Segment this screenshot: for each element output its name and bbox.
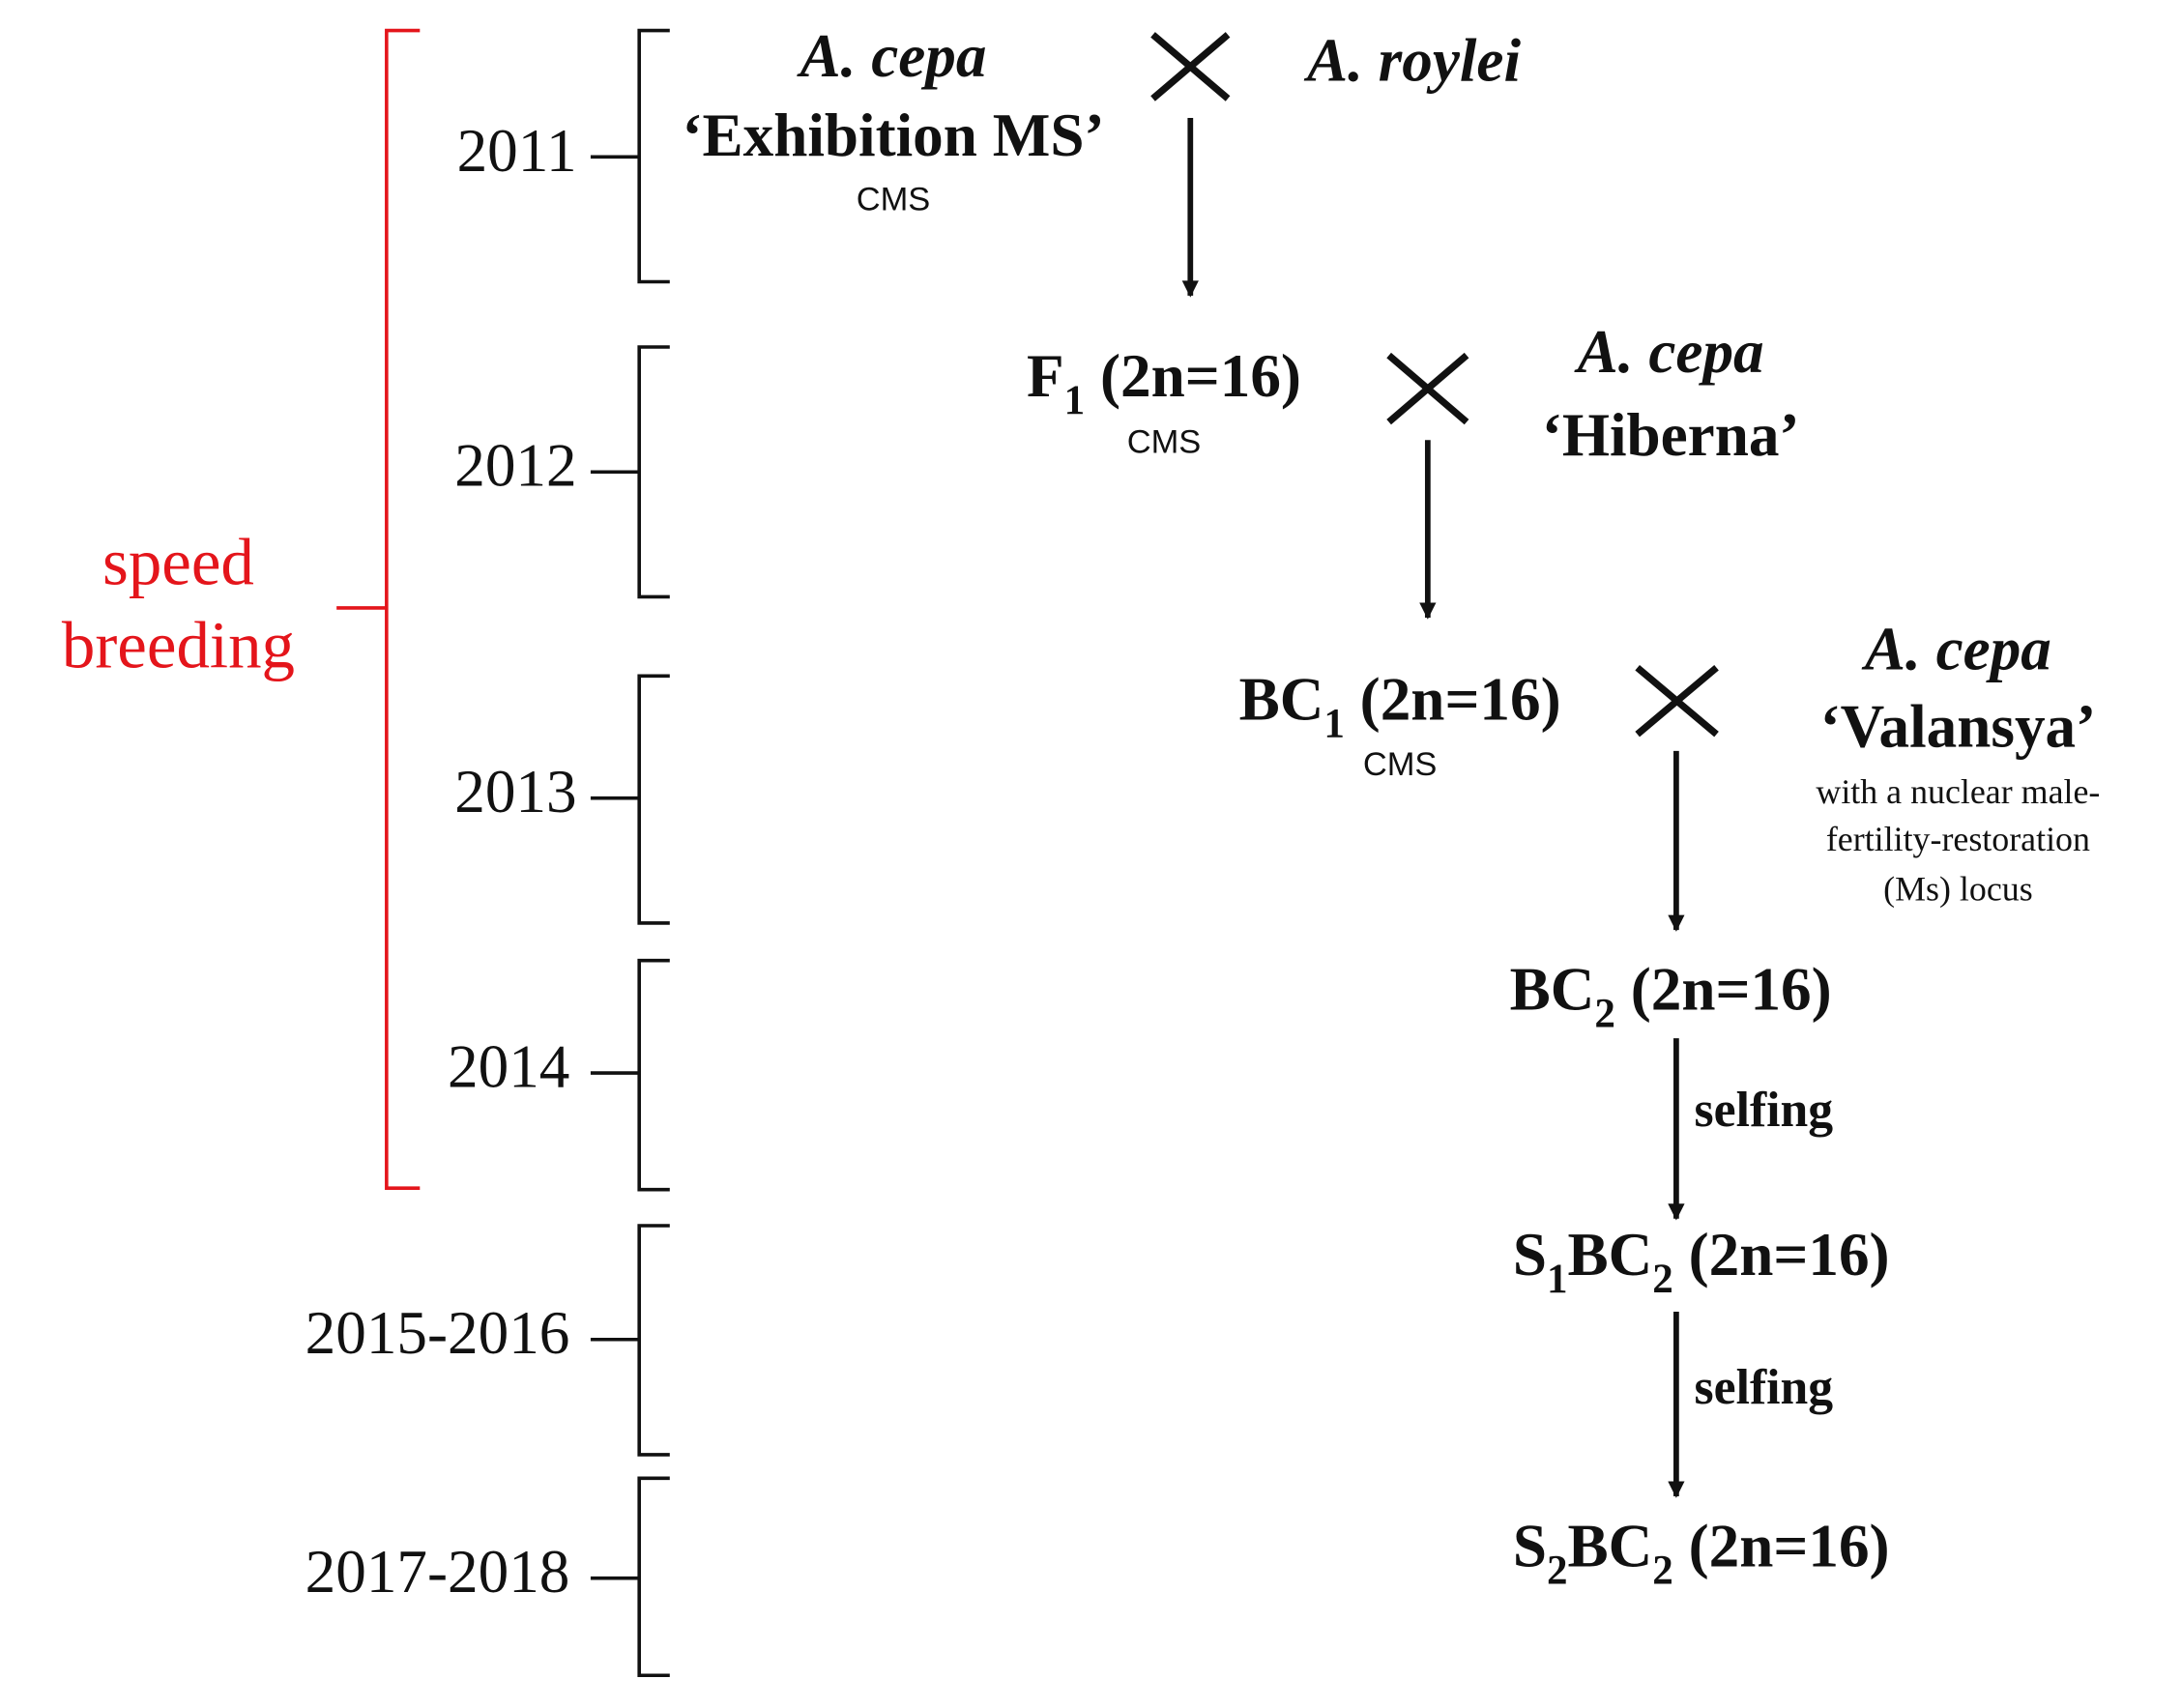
species: A. cepa <box>796 22 986 90</box>
year: 2012 <box>454 432 576 500</box>
generation: S1BC2 (2n=16) <box>1513 1220 1890 1302</box>
text-part: 2 <box>1652 1549 1673 1594</box>
text-part: 2 <box>1652 1257 1673 1302</box>
text-part: BC <box>1510 955 1595 1023</box>
scheme: speed breeding 2011 2012 2013 2014 2015-… <box>62 22 2100 1678</box>
generation: S2BC2 (2n=16) <box>1513 1512 1890 1594</box>
locus-note: fertility-restoration <box>1826 820 2090 858</box>
year-bracket <box>590 28 670 284</box>
step-label: selfing <box>1695 1083 1834 1138</box>
speed-breeding-bracket <box>336 28 421 1191</box>
year-bracket <box>590 1476 670 1678</box>
text-part: 1 <box>1547 1257 1568 1302</box>
text-part: S <box>1513 1220 1547 1288</box>
species: A. cepa <box>1861 615 2051 682</box>
text-part: BC <box>1239 665 1324 733</box>
text-part: (2n=16) <box>1085 341 1301 409</box>
text-part: (2n=16) <box>1673 1220 1890 1288</box>
year: 2017-2018 <box>305 1538 570 1606</box>
text-part: 1 <box>1064 378 1086 423</box>
year-bracket <box>590 345 670 599</box>
year: 2015-2016 <box>305 1299 570 1367</box>
text-part: 2 <box>1594 992 1615 1037</box>
year-bracket <box>590 674 670 925</box>
cultivar: ‘Hiberna’ <box>1542 401 1800 469</box>
text-part: S <box>1513 1512 1547 1579</box>
cross-symbol <box>1150 32 1231 101</box>
text-part: 1 <box>1323 702 1345 747</box>
year-bracket <box>590 1224 670 1457</box>
cms-note: CMS <box>1127 424 1202 461</box>
species: A. roylei <box>1303 26 1522 94</box>
generation: F1 (2n=16) <box>1027 341 1301 423</box>
text-part: (2n=16) <box>1615 955 1832 1023</box>
cms-note: CMS <box>1363 746 1438 783</box>
text-part: (2n=16) <box>1673 1512 1890 1579</box>
text-part: BC <box>1568 1512 1653 1579</box>
year: 2011 <box>457 117 577 185</box>
speed-label: speed <box>102 526 254 599</box>
locus-note: (Ms) locus <box>1883 870 2033 909</box>
cross-symbol <box>1635 664 1719 738</box>
speed-label: breeding <box>62 609 295 682</box>
locus-note: with a nuclear male- <box>1816 772 2100 811</box>
text-part: BC <box>1568 1220 1653 1288</box>
generation: BC1 (2n=16) <box>1239 665 1561 747</box>
step-label: selfing <box>1695 1360 1834 1415</box>
text-part: (2n=16) <box>1345 665 1561 733</box>
year: 2014 <box>448 1033 569 1101</box>
year: 2013 <box>454 758 576 825</box>
cms-note: CMS <box>857 181 931 217</box>
text-part: 2 <box>1547 1549 1568 1594</box>
cultivar: ‘Exhibition MS’ <box>682 101 1104 169</box>
generation: BC2 (2n=16) <box>1510 955 1832 1037</box>
text-part: F <box>1027 341 1064 409</box>
year-bracket <box>590 958 670 1192</box>
cross-symbol <box>1386 352 1469 425</box>
cultivar: ‘Valansya’ <box>1820 693 2097 761</box>
species: A. cepa <box>1574 318 1764 386</box>
